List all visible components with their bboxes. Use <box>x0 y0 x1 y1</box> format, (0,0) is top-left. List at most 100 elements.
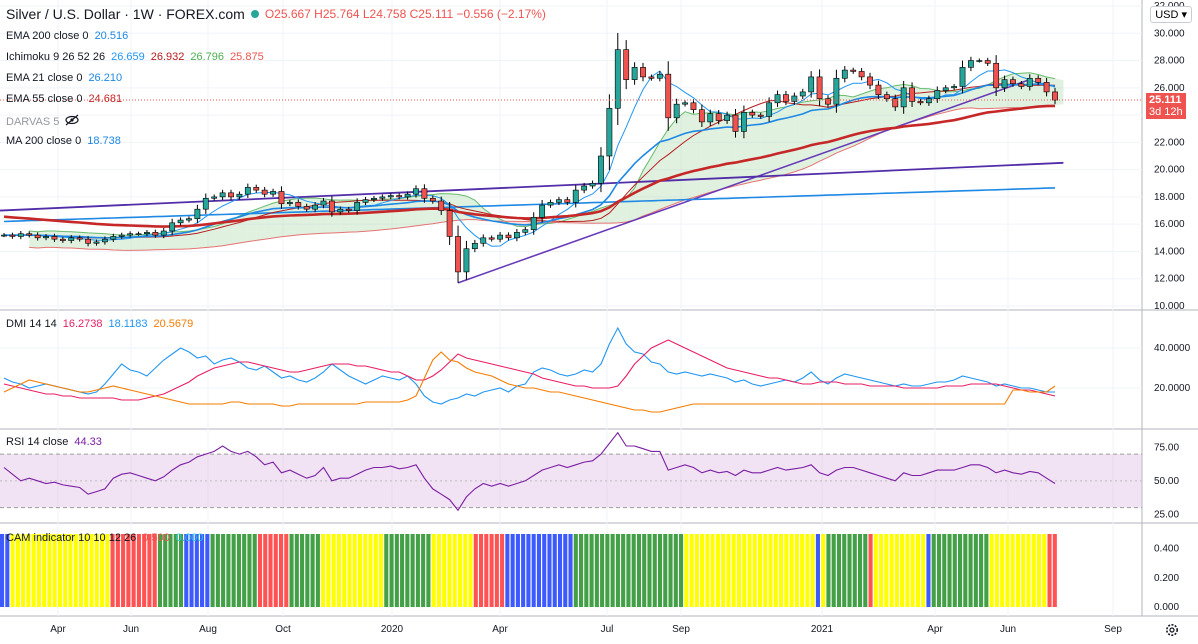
cam-bar <box>0 534 5 607</box>
cam-bar <box>410 534 415 607</box>
cam-bar <box>110 534 115 607</box>
gear-icon[interactable] <box>1164 622 1180 638</box>
time-tick-label: Sep <box>672 624 690 635</box>
cam-bar <box>284 534 289 607</box>
time-tick-label: Apr <box>492 624 508 635</box>
cam-bar <box>78 534 84 607</box>
candle-body <box>202 197 209 210</box>
cam-bar <box>436 534 441 607</box>
candle-body <box>715 113 722 121</box>
candle-body <box>951 86 958 89</box>
price-tick-label: 16.000 <box>1154 219 1185 230</box>
cam-bar <box>826 534 831 607</box>
cam-bar <box>942 534 947 607</box>
legend-ema55[interactable]: EMA 55 close 0 24.681 <box>6 93 122 105</box>
candle-body <box>219 192 226 198</box>
cam-value-1: 0.500 <box>142 532 170 544</box>
cam-bar <box>847 534 852 607</box>
candle-body <box>833 77 840 105</box>
time-tick-label: Apr <box>927 624 943 635</box>
rsi-pane[interactable] <box>0 431 1142 512</box>
ma200-line <box>3 187 1056 223</box>
eye-off-icon[interactable] <box>65 114 80 129</box>
cam-bar <box>1031 534 1036 607</box>
candle-body <box>480 237 487 244</box>
candle-body <box>286 202 293 205</box>
cam-bar <box>773 534 778 607</box>
candle-body <box>17 233 24 237</box>
cam-bar <box>494 534 499 607</box>
cam-bar <box>473 534 478 607</box>
candle-body <box>867 76 873 86</box>
cam-bar <box>600 534 605 607</box>
currency-button[interactable]: USD ▾ <box>1150 6 1192 23</box>
cam-bar <box>300 534 305 607</box>
ema55-label: EMA 55 close 0 <box>6 93 83 105</box>
cam-bar <box>557 534 563 607</box>
candle-body <box>698 109 705 123</box>
candle-body <box>455 236 461 273</box>
candle-body <box>93 241 100 244</box>
candle-body <box>438 200 445 211</box>
cam-bar <box>563 534 568 607</box>
candle-body <box>345 208 352 211</box>
candle-body <box>707 113 714 123</box>
cam-bar <box>57 534 63 607</box>
time-tick-label: Oct <box>275 624 291 635</box>
cam-bar <box>236 534 241 607</box>
candle-body <box>421 188 428 199</box>
ichimoku-label: Ichimoku 9 26 52 26 <box>6 51 106 63</box>
cam-bar <box>278 534 284 607</box>
cam-bar <box>852 534 857 607</box>
cam-bar <box>921 534 926 607</box>
cam-pane[interactable] <box>0 534 1057 607</box>
dmi-pane[interactable] <box>0 326 1142 413</box>
dmi-series-line <box>3 326 1055 405</box>
candle-body <box>362 199 369 203</box>
cam-bar <box>584 534 589 607</box>
legend-ichimoku[interactable]: Ichimoku 9 26 52 26 26.659 26.932 26.796… <box>6 51 264 63</box>
candle-body <box>564 199 571 203</box>
cam-bar <box>794 534 799 607</box>
candle-body <box>396 195 403 198</box>
candle-body <box>278 191 285 205</box>
price-tick-label: 14.000 <box>1154 246 1185 257</box>
candle-body <box>118 234 125 237</box>
legend-ma200[interactable]: MA 200 close 0 18.738 <box>6 135 121 147</box>
candle-body <box>68 237 75 241</box>
cam-bar <box>5 534 10 607</box>
cam-bar <box>568 534 573 607</box>
cam-bar <box>752 534 757 607</box>
cam-bar <box>789 534 794 607</box>
cam-bar <box>484 534 489 607</box>
candle-body <box>522 229 529 233</box>
legend-cam[interactable]: CAM indicator 10 10 12 26 0.500 0.000 <box>6 532 203 544</box>
cam-bar <box>331 534 336 607</box>
cam-bar <box>478 534 484 607</box>
price-pane[interactable] <box>0 5 1142 307</box>
cam-bar <box>373 534 378 607</box>
cam-bar <box>547 534 552 607</box>
cam-bar <box>121 534 126 607</box>
ohlc-readout: O25.667 H25.764 L24.758 C25.111 −0.556 (… <box>264 7 546 21</box>
legend-ema200[interactable]: EMA 200 close 0 20.516 <box>6 30 128 42</box>
cam-bar <box>742 534 747 607</box>
candle-body <box>740 112 747 132</box>
legend-ema21[interactable]: EMA 21 close 0 26.210 <box>6 72 122 84</box>
legend-darvas[interactable]: DARVAS 5 <box>6 114 80 129</box>
cam-bar <box>105 534 110 607</box>
cam-bar <box>657 534 663 607</box>
candle-body <box>724 114 730 121</box>
candle-body <box>59 238 66 241</box>
cam-bar <box>579 534 584 607</box>
legend-dmi[interactable]: DMI 14 14 16.2738 18.1183 20.5679 <box>6 318 193 330</box>
cam-bar <box>536 534 542 607</box>
candle-body <box>169 222 176 232</box>
cam-bar <box>705 534 710 607</box>
price-tick-label: 22.000 <box>1154 137 1185 148</box>
legend-rsi[interactable]: RSI 14 close 44.33 <box>6 436 102 448</box>
cam-bar <box>647 534 652 607</box>
candle-body <box>858 71 865 78</box>
candle-body <box>892 98 899 108</box>
